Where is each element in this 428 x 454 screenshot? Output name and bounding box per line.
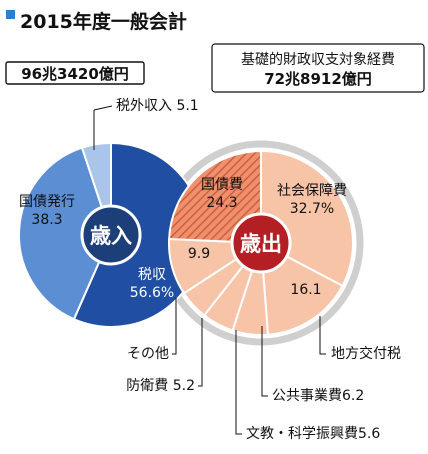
expenditure-slice-6 [168, 149, 262, 245]
label-defense: 防衛費 5.2 [126, 378, 195, 394]
expenditure-center-label: 歳出 [240, 232, 282, 256]
value-bond-revenue: 38.3 [31, 212, 62, 228]
leader-local-tax [319, 316, 326, 355]
revenue-slice-1 [18, 146, 113, 321]
value-other: 9.9 [188, 246, 210, 262]
value-social-security: 32.7% [290, 201, 334, 217]
label-bond-revenue: 国債発行 [19, 194, 75, 210]
expenditure-pie [168, 149, 354, 337]
leader-education [235, 330, 242, 435]
label-tax-revenue: 税収 [138, 267, 166, 283]
value-local-tax: 16.1 [290, 282, 321, 298]
total-box [5, 61, 145, 85]
label-nontax-revenue: 税外収入 5.1 [116, 98, 199, 114]
total-label: 96兆3420億円 [21, 65, 129, 83]
label-local-tax: 地方交付税 [331, 345, 401, 362]
leader-nontax [93, 105, 113, 111]
title-marker [6, 10, 15, 19]
leader-defense [198, 318, 203, 387]
expenditure-slice-1 [259, 241, 344, 336]
chart-title: 2015年度一般会計 [20, 10, 187, 33]
base-expenditure-amount: 72兆8912億円 [264, 70, 372, 88]
base-expenditure-box [211, 43, 425, 93]
expenditure-center [230, 212, 292, 274]
label-public-works: 公共事業費6.2 [272, 388, 364, 404]
revenue-center [80, 204, 142, 266]
label-social-security: 社会保障費 [277, 183, 347, 199]
base-expenditure-label: 基礎的財政収支対象経費 [241, 51, 395, 68]
value-debt-service: 24.3 [206, 195, 237, 211]
revenue-center-label: 歳入 [90, 224, 132, 248]
label-other: その他 [127, 346, 169, 362]
leader-other [172, 298, 177, 355]
value-tax-revenue: 56.6% [130, 285, 174, 301]
label-debt-service: 国債費 [201, 177, 243, 193]
leader-public-works [261, 326, 268, 397]
label-education: 文教・科学振興費5.6 [246, 426, 380, 442]
